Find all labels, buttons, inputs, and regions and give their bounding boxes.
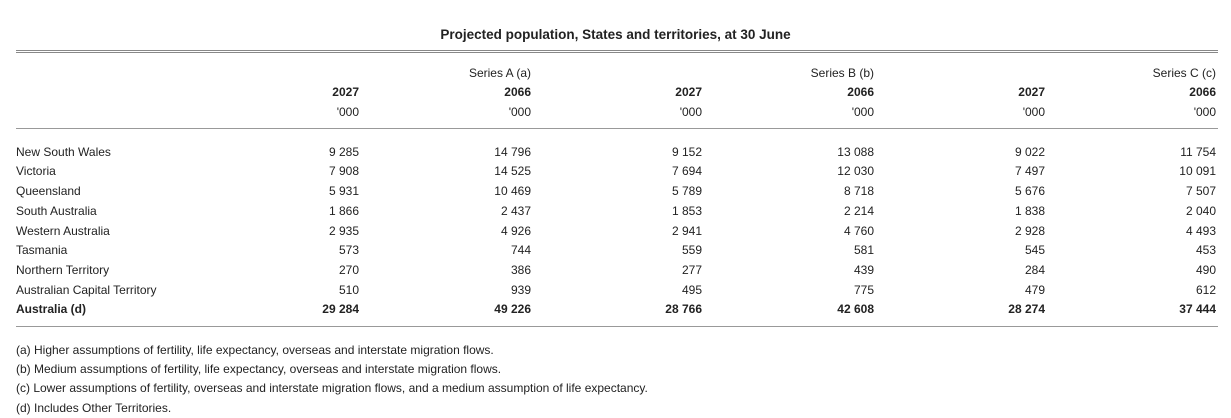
table-cell: 744 <box>510 243 531 257</box>
table-cell: 453 <box>1195 243 1216 257</box>
footnote: (d) Includes Other Territories. <box>16 401 172 415</box>
unit-header: '000 <box>508 105 531 119</box>
table-cell: 2 928 <box>1014 224 1045 238</box>
table-cell: 277 <box>681 263 702 277</box>
table-cell: 2 935 <box>328 224 359 238</box>
table-cell: 1 866 <box>328 204 359 218</box>
series-b-header: Series B (b) <box>810 66 874 80</box>
table-cell: 581 <box>853 243 874 257</box>
table-cell: 573 <box>338 243 359 257</box>
table-cell: 2 941 <box>671 224 702 238</box>
year-header: 2066 <box>1189 85 1216 99</box>
row-label: New South Wales <box>16 145 111 159</box>
table-cell: 4 493 <box>1185 224 1216 238</box>
table-cell: 7 507 <box>1185 184 1216 198</box>
header-rule <box>16 128 1218 129</box>
year-header: 2066 <box>504 85 531 99</box>
table-cell: 9 022 <box>1014 145 1045 159</box>
table-cell: 479 <box>1024 283 1045 297</box>
table-cell: 4 760 <box>843 224 874 238</box>
table-cell: 545 <box>1024 243 1045 257</box>
footnote: (b) Medium assumptions of fertility, lif… <box>16 362 502 376</box>
total-cell: 28 274 <box>1008 302 1045 316</box>
table-cell: 559 <box>681 243 702 257</box>
table-cell: 9 285 <box>328 145 359 159</box>
table-cell: 5 931 <box>328 184 359 198</box>
series-c-header: Series C (c) <box>1152 66 1216 80</box>
unit-header: '000 <box>1022 105 1045 119</box>
table-cell: 775 <box>853 283 874 297</box>
total-cell: 49 226 <box>494 302 531 316</box>
table-cell: 439 <box>853 263 874 277</box>
total-cell: 28 766 <box>665 302 702 316</box>
footnote: (a) Higher assumptions of fertility, lif… <box>16 343 494 357</box>
series-a-header: Series A (a) <box>468 66 531 80</box>
table-cell: 2 214 <box>843 204 874 218</box>
year-header: 2027 <box>332 85 359 99</box>
row-label: Northern Territory <box>16 263 110 277</box>
top-rule <box>16 50 1218 53</box>
row-label: Western Australia <box>16 224 110 238</box>
table-cell: 7 908 <box>328 164 359 178</box>
year-header: 2027 <box>675 85 702 99</box>
table-cell: 270 <box>338 263 359 277</box>
unit-header: '000 <box>679 105 702 119</box>
table-cell: 490 <box>1195 263 1216 277</box>
table-cell: 4 926 <box>500 224 531 238</box>
row-label: Victoria <box>16 164 56 178</box>
table-cell: 7 497 <box>1014 164 1045 178</box>
table-cell: 939 <box>510 283 531 297</box>
table-title: Projected population, States and territo… <box>440 27 791 42</box>
table-cell: 5 676 <box>1014 184 1045 198</box>
footnote: (c) Lower assumptions of fertility, over… <box>16 381 648 395</box>
table-cell: 1 853 <box>671 204 702 218</box>
footer-rule <box>16 326 1218 327</box>
unit-header: '000 <box>1193 105 1216 119</box>
total-row-label: Australia (d) <box>16 302 87 316</box>
table-cell: 8 718 <box>843 184 874 198</box>
table-cell: 10 091 <box>1179 164 1216 178</box>
table-cell: 10 469 <box>494 184 531 198</box>
row-label: South Australia <box>16 204 97 218</box>
table-cell: 2 040 <box>1185 204 1216 218</box>
table-cell: 510 <box>338 283 359 297</box>
table-cell: 12 030 <box>837 164 874 178</box>
table-cell: 386 <box>510 263 531 277</box>
total-cell: 29 284 <box>322 302 359 316</box>
table-cell: 13 088 <box>837 145 874 159</box>
row-label: Queensland <box>16 184 81 198</box>
table-cell: 612 <box>1195 283 1216 297</box>
unit-header: '000 <box>336 105 359 119</box>
row-label: Australian Capital Territory <box>16 283 157 297</box>
year-header: 2066 <box>847 85 874 99</box>
table-cell: 284 <box>1024 263 1045 277</box>
total-cell: 42 608 <box>837 302 874 316</box>
total-cell: 37 444 <box>1179 302 1216 316</box>
table-cell: 5 789 <box>671 184 702 198</box>
table-cell: 11 754 <box>1180 145 1216 159</box>
table-cell: 14 525 <box>494 164 531 178</box>
row-label: Tasmania <box>16 243 68 257</box>
table-cell: 7 694 <box>671 164 702 178</box>
table-cell: 495 <box>681 283 702 297</box>
table-cell: 1 838 <box>1014 204 1045 218</box>
unit-header: '000 <box>851 105 874 119</box>
table-cell: 2 437 <box>500 204 531 218</box>
year-header: 2027 <box>1018 85 1045 99</box>
table-cell: 14 796 <box>494 145 531 159</box>
table-cell: 9 152 <box>671 145 702 159</box>
